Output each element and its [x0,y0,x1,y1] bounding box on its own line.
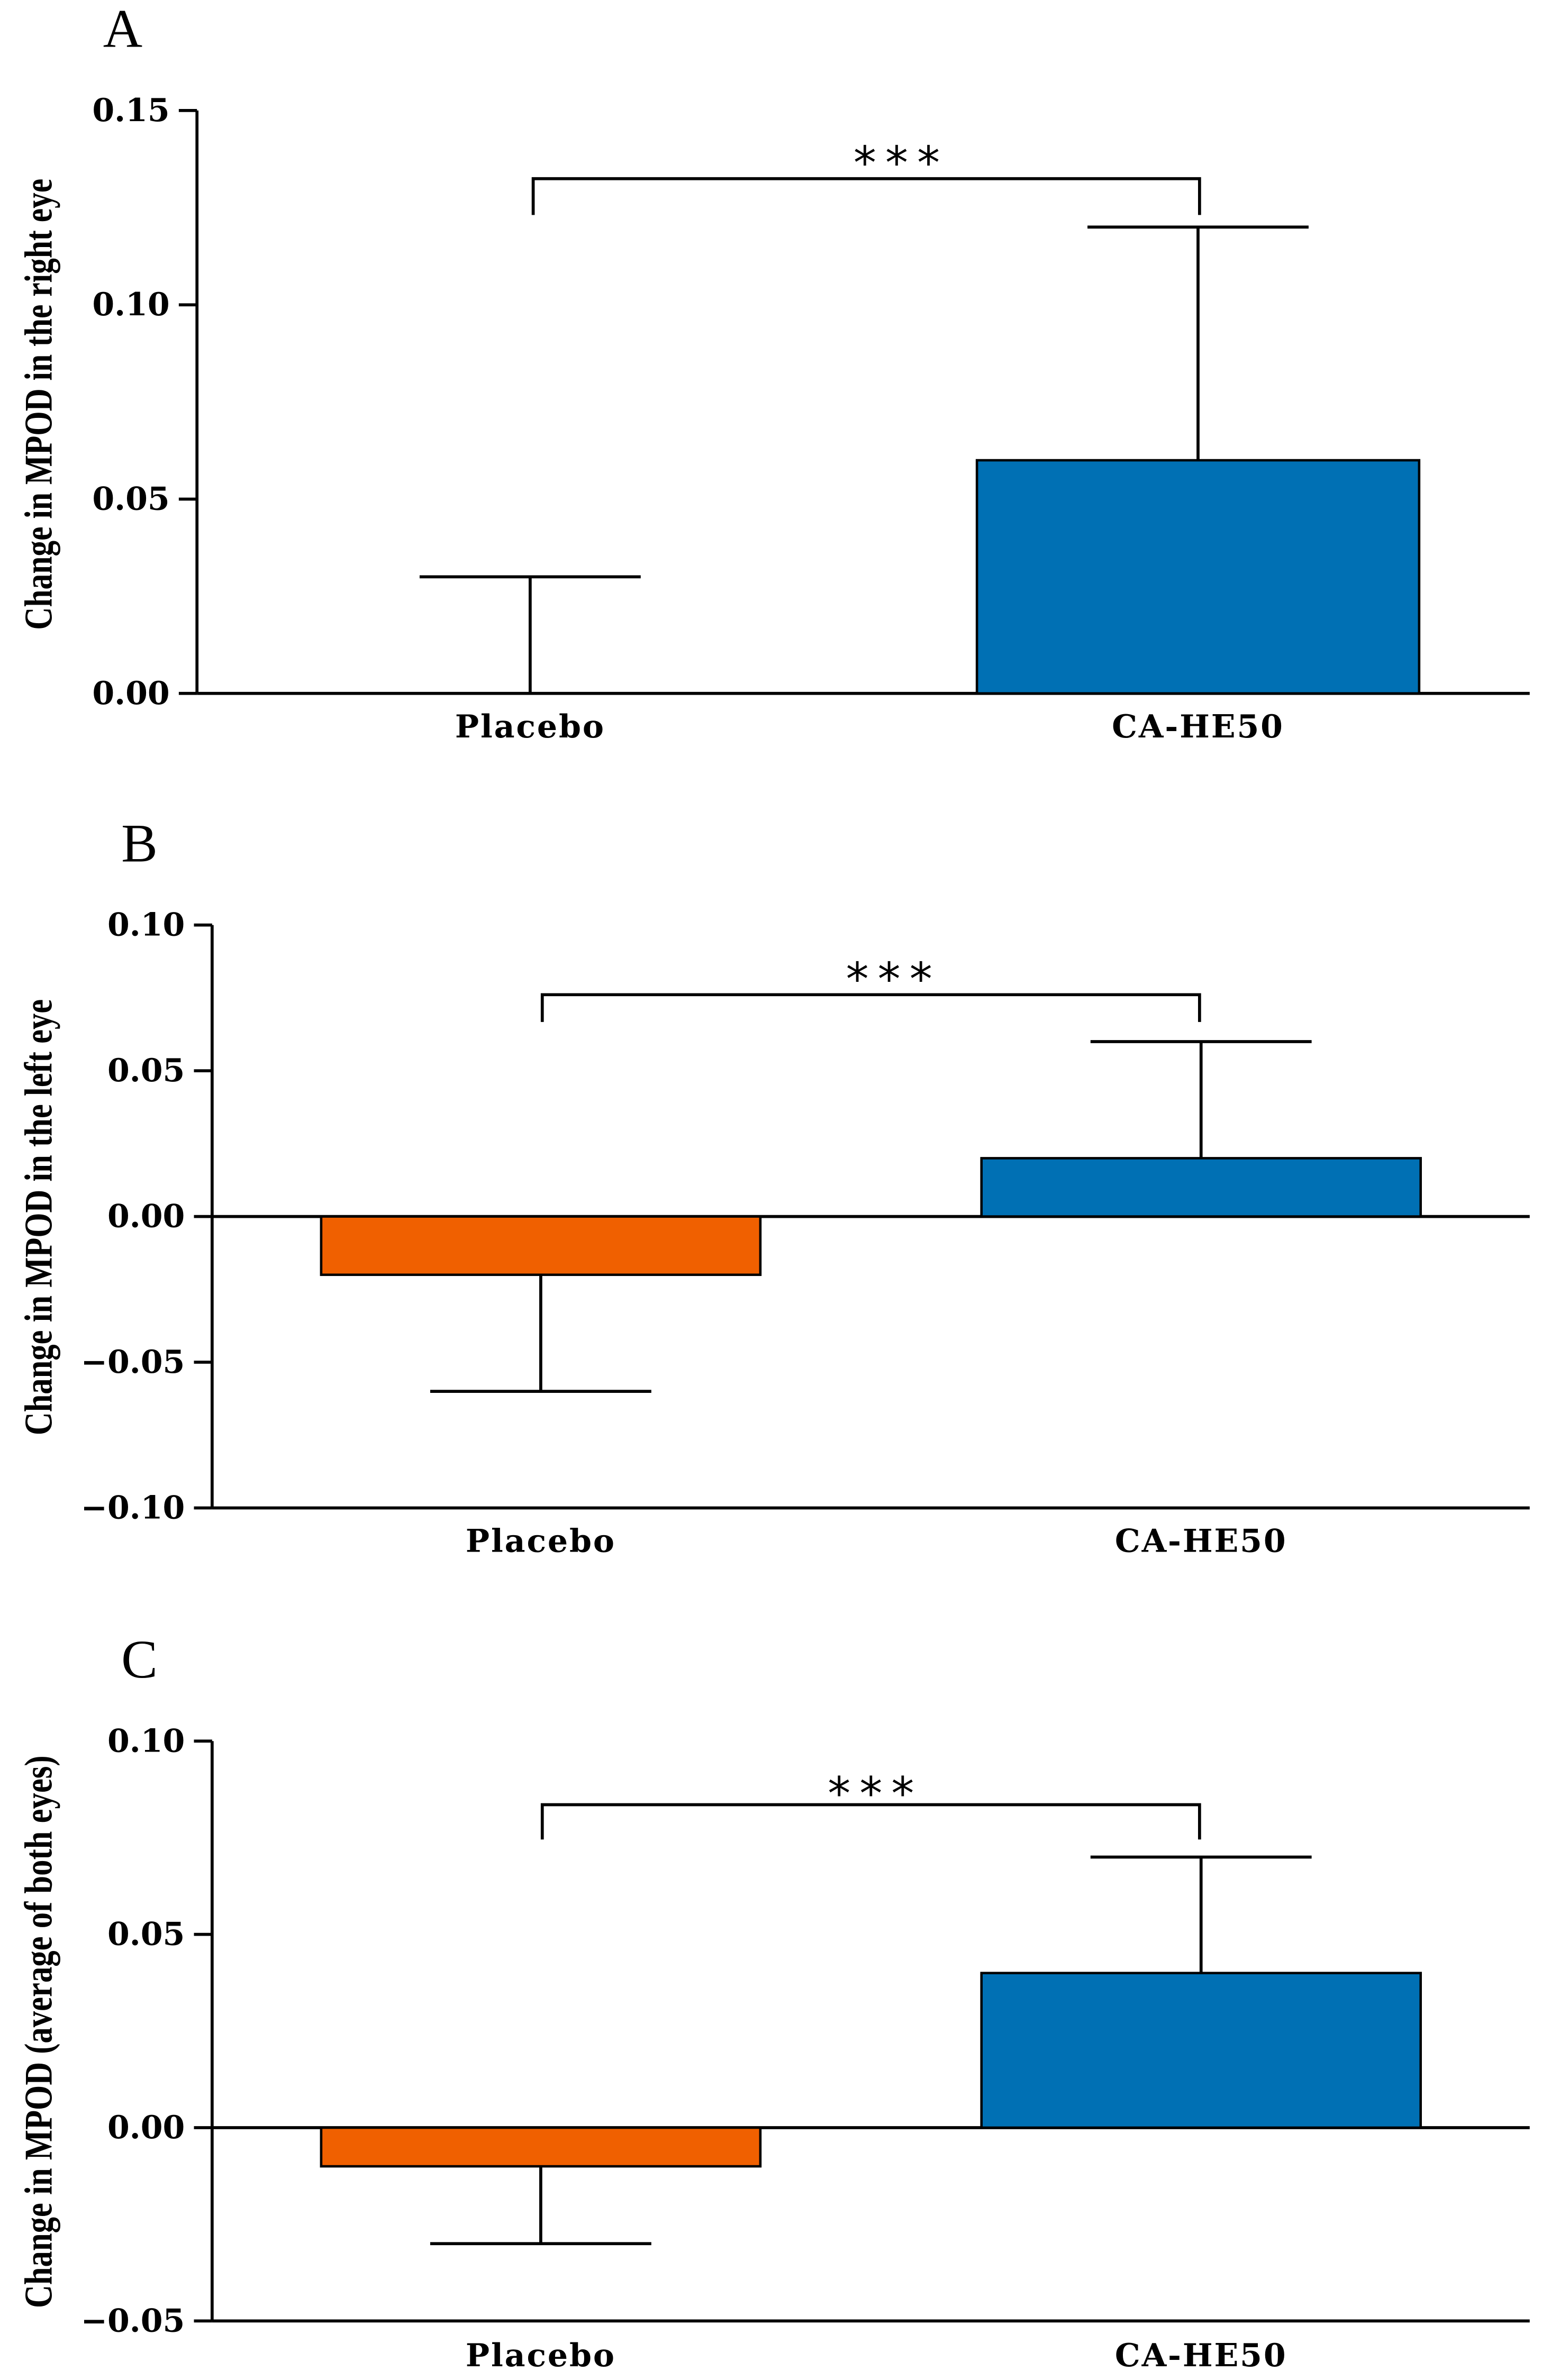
panel-b: B Change in MPOD in the left eye −0.10 −0.0… [17,813,1530,1560]
panel-a-category-label-ca-he50: CA-HE50 [1112,708,1284,745]
panel-b-ytick-label: −0.10 [81,1490,185,1527]
panel-c-significance-stars: *** [828,1767,923,1820]
panel-b-category-label-ca-he50: CA-HE50 [1115,1523,1287,1560]
panel-a: A Change in MPOD in the right eye 0.00 0.05… [17,0,1530,745]
panel-c-ytick-label: 0.10 [107,1722,185,1759]
panel-c-ytick-label: −0.05 [81,2302,185,2339]
panel-a-bar-ca-he50 [975,459,1421,695]
panel-a-ytick-label: 0.05 [92,480,169,517]
panel-b-bar-ca-he50 [980,1157,1422,1218]
panel-c-label: C [121,1629,158,1690]
panel-b-ytick-label: −0.05 [81,1344,185,1381]
panel-c-ytick-label: 0.05 [107,1916,185,1953]
panel-a-significance-stars: *** [854,137,949,190]
panel-a-significance-bracket [531,177,1201,215]
panel-c-ytick-label: 0.00 [107,2109,185,2146]
panel-c: C Change in MPOD (average of both eyes) −0… [17,1629,1530,2374]
panel-b-y-axis-title: Change in MPOD in the left eye [17,999,60,1435]
panel-c-y-axis-title: Change in MPOD (average of both eyes) [17,1755,60,2308]
panel-a-ytick-label: 0.00 [92,675,169,712]
panel-a-y-axis-title: Change in MPOD in the right eye [17,179,60,630]
panel-a-category-label-placebo: Placebo [455,708,605,745]
panel-c-significance-bracket [540,1803,1201,1840]
panel-c-bar-ca-he50 [980,1972,1422,2129]
panel-a-ytick-label: 0.10 [92,286,169,323]
panel-c-bar-placebo [320,2126,762,2168]
panel-c-category-label-ca-he50: CA-HE50 [1115,2337,1287,2374]
panel-b-ytick-label: 0.05 [107,1052,185,1089]
panel-b-category-label-placebo: Placebo [466,1523,616,1560]
panel-b-bar-placebo [320,1215,762,1276]
panel-b-ytick-label: 0.00 [107,1198,185,1235]
panel-a-label: A [103,0,142,59]
panel-b-significance-stars: *** [846,953,941,1006]
panel-c-category-label-placebo: Placebo [466,2337,616,2374]
panel-b-label: B [121,813,158,873]
panel-b-significance-bracket [540,993,1201,1022]
panel-b-ytick-label: 0.10 [107,907,185,944]
panel-a-ytick-label: 0.15 [92,92,169,129]
